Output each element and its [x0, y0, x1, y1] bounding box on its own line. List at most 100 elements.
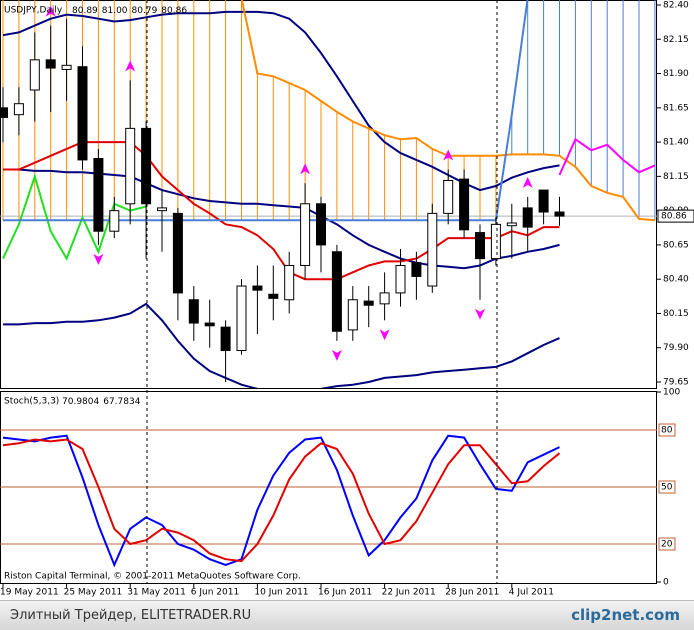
y-tick-label: 81.15 — [663, 172, 689, 182]
candle-body — [538, 189, 549, 213]
y-tick-label: 81.65 — [663, 103, 689, 113]
candle-body — [13, 103, 24, 116]
ohlc-values: 80.89 81.00 80.79 80.86 — [72, 6, 187, 16]
stoch-line — [2, 434, 560, 568]
level-box — [658, 537, 676, 551]
stoch-value: 70.9804 — [62, 397, 99, 407]
main-plot — [0, 0, 657, 388]
y-tick-label: 100 — [663, 388, 680, 398]
candle-body — [29, 59, 40, 91]
candle-body — [490, 223, 501, 260]
candle-body — [284, 264, 295, 301]
fractal-down — [379, 329, 390, 341]
stoch-title: Stoch(5,3,3) — [4, 397, 59, 407]
indicator-line — [2, 173, 147, 261]
candle-body — [236, 285, 247, 351]
ohlc-value: 81.00 — [102, 6, 128, 16]
candle-body — [125, 127, 136, 205]
candle-body — [268, 293, 279, 299]
y-tick-label: 80.40 — [663, 275, 689, 285]
level-box — [658, 423, 676, 437]
symbol-title: USDJPY,Daily — [4, 6, 63, 16]
candle-body — [363, 300, 374, 306]
y-tick-label: 79.65 — [663, 378, 689, 388]
stoch-value: 67.7834 — [103, 397, 140, 407]
y-tick-label: 80.65 — [663, 240, 689, 250]
indicator-line — [558, 137, 656, 176]
ohlc-value: 80.86 — [161, 6, 187, 16]
candle-body — [379, 292, 390, 305]
candle-body — [220, 326, 231, 351]
candle-body — [554, 211, 565, 217]
level-label: 80 — [661, 426, 673, 436]
candle-body — [300, 203, 311, 266]
candle-body — [395, 264, 406, 294]
candle-body — [109, 210, 120, 232]
x-tick-label: 31 May 2011 — [127, 588, 186, 598]
x-tick-label: 4 Jul 2011 — [509, 588, 554, 598]
x-tick-label: 25 May 2011 — [64, 588, 123, 598]
x-tick-label: 16 Jun 2011 — [318, 588, 372, 598]
candle-body — [506, 222, 517, 227]
candle-body — [188, 299, 199, 324]
fractal-up — [443, 149, 454, 161]
ohlc-value: 80.79 — [132, 6, 158, 16]
fractal-up — [300, 163, 311, 175]
fractal-down — [475, 308, 485, 320]
fractal-up — [522, 176, 533, 188]
level-label: 50 — [661, 483, 673, 493]
indicator-line — [240, 0, 655, 222]
fractal-up — [125, 60, 136, 72]
level-label: 20 — [661, 540, 673, 550]
current-price-box — [657, 209, 694, 223]
candle-body — [141, 127, 152, 205]
terminal-chart: USDJPY,Daily 80.89 81.00 80.79 80.86 Stoch(… — [0, 0, 694, 598]
fractal-down — [93, 253, 104, 265]
candle-body — [316, 203, 326, 246]
y-tick-label: 81.40 — [663, 138, 689, 148]
indicator-line — [3, 302, 560, 388]
x-tick-label: 22 Jun 2011 — [382, 588, 436, 598]
candle-body — [252, 285, 263, 291]
candle-body — [0, 107, 8, 118]
candle-body — [77, 66, 88, 161]
footer-bar: Элитный Трейдер, ELITETRADER.RU clip2net… — [0, 600, 694, 630]
x-tick-label: 10 Jun 2011 — [254, 588, 308, 598]
fractal-up — [45, 5, 56, 17]
candle-body — [522, 207, 533, 228]
copyright: Riston Capital Terminal, © 2001-2011 Met… — [4, 572, 301, 582]
y-tick-label: 0 — [663, 578, 669, 588]
indicator-line — [3, 141, 560, 281]
candle-body — [347, 299, 358, 331]
y-tick-label: 82.15 — [663, 35, 689, 45]
brand-logo[interactable]: clip2net.com — [571, 606, 680, 624]
x-tick-label: 28 Jun 2011 — [445, 588, 499, 598]
candle-body — [172, 212, 183, 294]
candle-body — [459, 178, 470, 231]
stoch-line — [2, 438, 561, 563]
footer-caption: Элитный Трейдер, ELITETRADER.RU — [10, 608, 252, 623]
current-price-label: 80.86 — [661, 212, 687, 222]
candle-body — [427, 212, 438, 287]
candle-body — [157, 207, 167, 212]
candle-body — [475, 232, 485, 260]
y-tick-label: 80.15 — [663, 309, 689, 319]
candle-body — [61, 64, 72, 70]
y-tick-label: 79.90 — [663, 343, 689, 353]
stoch-values: 70.9804 67.7834 — [62, 397, 141, 407]
candle-body — [93, 158, 104, 232]
level-box — [658, 480, 676, 494]
y-tick-label: 82.40 — [663, 1, 689, 11]
candle-body — [45, 59, 56, 69]
candle-body — [204, 322, 215, 327]
x-tick-label: 6 Jun 2011 — [191, 588, 239, 598]
ohlc-value: 80.89 — [72, 6, 98, 16]
y-tick-label: 81.90 — [663, 69, 689, 79]
stoch-plot — [0, 429, 657, 568]
candle-body — [443, 179, 454, 214]
x-tick-label: 19 May 2011 — [0, 588, 59, 598]
fractal-down — [331, 349, 342, 361]
candle-body — [411, 262, 422, 277]
candle-body — [331, 251, 342, 332]
